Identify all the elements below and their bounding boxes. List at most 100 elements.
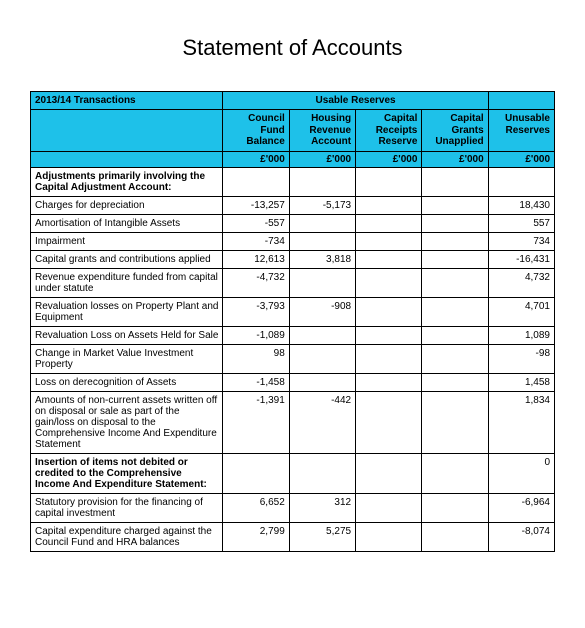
unit-c4: £'000: [422, 151, 488, 167]
cell-value: 4,701: [488, 297, 554, 326]
cell-value: [356, 522, 422, 551]
cell-value: 734: [488, 232, 554, 250]
table-row: Revaluation Loss on Assets Held for Sale…: [31, 326, 555, 344]
cell-value: [356, 373, 422, 391]
unit-blank: [31, 151, 223, 167]
header-transactions: 2013/14 Transactions: [31, 92, 223, 110]
row-label: Capital expenditure charged against the …: [31, 522, 223, 551]
row-label: Amounts of non-current assets written of…: [31, 391, 223, 453]
cell-value: -1,458: [223, 373, 289, 391]
cell-value: 557: [488, 214, 554, 232]
cell-value: 1,834: [488, 391, 554, 453]
cell-value: -908: [289, 297, 355, 326]
cell-value: 12,613: [223, 250, 289, 268]
cell-value: 5,275: [289, 522, 355, 551]
cell-value: [289, 214, 355, 232]
col-council-fund: CouncilFundBalance: [223, 110, 289, 152]
cell-value: [356, 344, 422, 373]
cell-value: [422, 250, 488, 268]
table-row: Loss on derecognition of Assets-1,458 1,4…: [31, 373, 555, 391]
row-label: Revaluation Loss on Assets Held for Sale: [31, 326, 223, 344]
table-row: Amounts of non-current assets written of…: [31, 391, 555, 453]
cell-value: [356, 326, 422, 344]
unit-c1: £'000: [223, 151, 289, 167]
cell-value: [223, 167, 289, 196]
cell-value: 6,652: [223, 493, 289, 522]
cell-value: [422, 391, 488, 453]
row-label: Revenue expenditure funded from capital …: [31, 268, 223, 297]
row-label: Amortisation of Intangible Assets: [31, 214, 223, 232]
cell-value: -8,074: [488, 522, 554, 551]
table-row: Capital expenditure charged against the …: [31, 522, 555, 551]
cell-value: [422, 167, 488, 196]
unit-c5: £'000: [488, 151, 554, 167]
cell-value: 1,089: [488, 326, 554, 344]
table-row: Insertion of items not debited or credit…: [31, 453, 555, 493]
row-label: Statutory provision for the financing of…: [31, 493, 223, 522]
row-label: Change in Market Value Investment Proper…: [31, 344, 223, 373]
cell-value: [289, 326, 355, 344]
cell-value: [289, 453, 355, 493]
col-capital-grants: CapitalGrantsUnapplied: [422, 110, 488, 152]
cell-value: [422, 326, 488, 344]
header-spacer: [488, 92, 554, 110]
cell-value: [422, 373, 488, 391]
table-row: Capital grants and contributions applied…: [31, 250, 555, 268]
cell-value: -16,431: [488, 250, 554, 268]
col-unusable-reserves: UnusableReserves: [488, 110, 554, 152]
row-label: Insertion of items not debited or credit…: [31, 453, 223, 493]
cell-value: 0: [488, 453, 554, 493]
cell-value: [289, 167, 355, 196]
cell-value: [289, 232, 355, 250]
cell-value: [356, 391, 422, 453]
cell-value: [356, 167, 422, 196]
row-label: Capital grants and contributions applied: [31, 250, 223, 268]
table-row: Charges for depreciation-13,257-5,17318,…: [31, 196, 555, 214]
cell-value: -13,257: [223, 196, 289, 214]
row-label: Loss on derecognition of Assets: [31, 373, 223, 391]
accounts-table: 2013/14 Transactions Usable Reserves Cou…: [30, 91, 555, 552]
cell-value: -557: [223, 214, 289, 232]
cell-value: 3,818: [289, 250, 355, 268]
table-row: Adjustments primarily involving the Capi…: [31, 167, 555, 196]
table-row: Change in Market Value Investment Proper…: [31, 344, 555, 373]
unit-c2: £'000: [289, 151, 355, 167]
cell-value: [422, 196, 488, 214]
table-body: Adjustments primarily involving the Capi…: [31, 167, 555, 551]
unit-c3: £'000: [356, 151, 422, 167]
cell-value: -1,391: [223, 391, 289, 453]
header-usable-reserves: Usable Reserves: [223, 92, 488, 110]
cell-value: [488, 167, 554, 196]
cell-value: -3,793: [223, 297, 289, 326]
cell-value: [356, 268, 422, 297]
table-row: Revaluation losses on Property Plant and…: [31, 297, 555, 326]
row-label: Impairment: [31, 232, 223, 250]
cell-value: [289, 373, 355, 391]
row-label: Charges for depreciation: [31, 196, 223, 214]
cell-value: -1,089: [223, 326, 289, 344]
cell-value: -5,173: [289, 196, 355, 214]
cell-value: [356, 250, 422, 268]
cell-value: [356, 493, 422, 522]
cell-value: [289, 268, 355, 297]
cell-value: 1,458: [488, 373, 554, 391]
cell-value: -442: [289, 391, 355, 453]
col-housing-revenue: HousingRevenueAccount: [289, 110, 355, 152]
header-blank: [31, 110, 223, 152]
row-label: Adjustments primarily involving the Capi…: [31, 167, 223, 196]
page-title: Statement of Accounts: [30, 35, 555, 61]
cell-value: [289, 344, 355, 373]
cell-value: 4,732: [488, 268, 554, 297]
table-row: Impairment-734 734: [31, 232, 555, 250]
cell-value: [223, 453, 289, 493]
cell-value: [422, 268, 488, 297]
cell-value: -4,732: [223, 268, 289, 297]
cell-value: -734: [223, 232, 289, 250]
cell-value: [422, 214, 488, 232]
cell-value: [356, 297, 422, 326]
cell-value: [356, 196, 422, 214]
cell-value: 2,799: [223, 522, 289, 551]
cell-value: [422, 493, 488, 522]
cell-value: [422, 522, 488, 551]
cell-value: [422, 453, 488, 493]
